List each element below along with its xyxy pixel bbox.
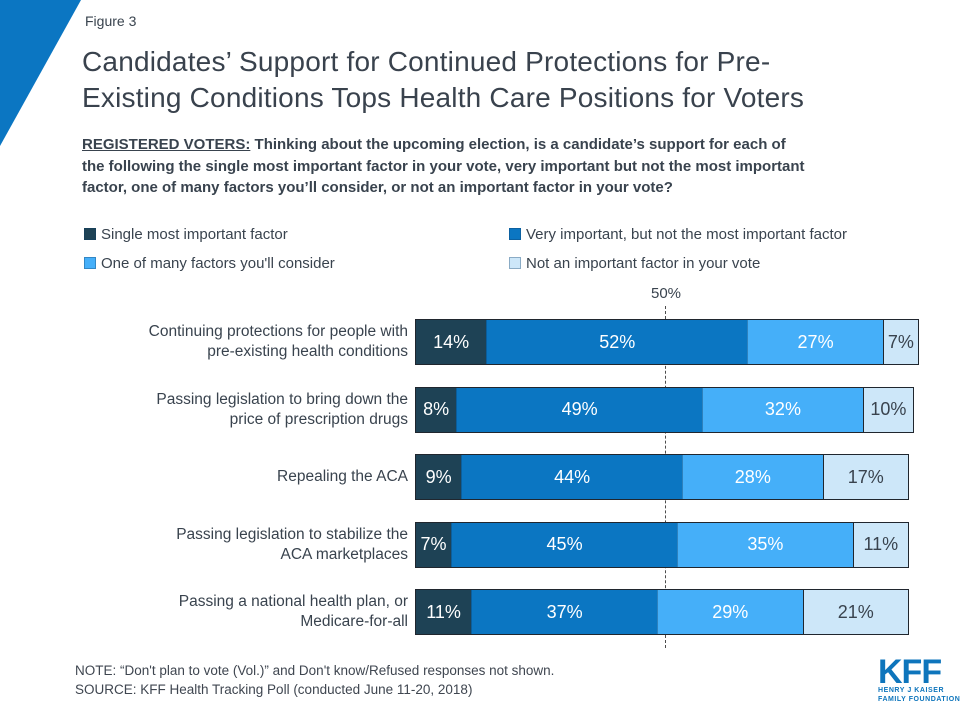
bar-segment: 11% <box>852 522 908 567</box>
bar-segment: 27% <box>747 320 883 364</box>
bar-segment-value: 11% <box>863 534 899 554</box>
legend-label: Single most important factor <box>101 225 288 243</box>
bar-segment-value: 7% <box>887 331 914 352</box>
legend-label: Very important, but not the most importa… <box>526 225 847 243</box>
bar-segment: 37% <box>471 590 657 634</box>
bar-segment: 29% <box>656 590 803 634</box>
survey-question: REGISTERED VOTERS: Thinking about the up… <box>82 134 805 199</box>
bar-segment-value: 9% <box>425 466 452 487</box>
bar-segment-value: 35% <box>747 534 784 554</box>
stacked-bar: 9% 44% 28% 17% <box>415 454 909 500</box>
bar-segment: 52% <box>486 320 748 364</box>
subtitle-line-1: REGISTERED VOTERS: Thinking about the up… <box>82 134 805 156</box>
bar-segment: 14% <box>416 320 487 364</box>
corner-triangle-decoration <box>0 0 81 146</box>
subtitle-line-3: factor, one of many factors you’ll consi… <box>82 179 673 196</box>
legend-swatch-icon <box>509 228 521 240</box>
bar-segment: 28% <box>682 455 823 499</box>
bar-segment-value: 28% <box>734 466 771 487</box>
legend-swatch-icon <box>84 257 96 269</box>
bar-segment-value: 14% <box>433 331 470 352</box>
bar-segment: 10% <box>862 387 913 432</box>
bar-segment-value: 45% <box>546 534 583 554</box>
subtitle-line-1-text: Thinking about the upcoming election, is… <box>254 136 786 153</box>
category-label: Passing legislation to bring down the pri… <box>60 387 408 433</box>
category-label: Passing a national health plan, or Medica… <box>60 589 408 635</box>
bar-segment-value: 29% <box>712 601 749 622</box>
page-title: Candidates’ Support for Continued Protec… <box>82 44 804 116</box>
legend-swatch-icon <box>509 257 521 269</box>
bar-segment: 17% <box>822 455 908 499</box>
bar-segment-value: 7% <box>420 534 447 554</box>
legend-label: Not an important factor in your vote <box>526 254 761 272</box>
bar-segment: 32% <box>702 387 863 432</box>
category-label-line: ACA marketplaces <box>280 545 409 563</box>
kff-logo-tagline-2: FAMILY FOUNDATION <box>878 695 960 703</box>
bar-segment-value: 17% <box>847 466 884 487</box>
bar-segment-value: 10% <box>870 399 907 419</box>
category-label-line: pre-existing health conditions <box>207 343 408 360</box>
bar-segment-value: 44% <box>554 466 591 487</box>
stacked-bar: 14% 52% 27% 7% <box>415 319 919 365</box>
footer-note: NOTE: “Don't plan to vote (Vol.)” and Do… <box>75 663 555 678</box>
bar-segment-value: 32% <box>764 399 801 419</box>
figure-label: Figure 3 <box>85 13 137 29</box>
category-label-line: Passing legislation to bring down the <box>156 390 408 408</box>
bar-segment: 44% <box>461 455 683 499</box>
legend-label: One of many factors you'll consider <box>101 254 335 272</box>
bar-segment: 8% <box>416 387 457 432</box>
category-label: Repealing the ACA <box>60 454 408 500</box>
footer: NOTE: “Don't plan to vote (Vol.)” and Do… <box>75 662 554 699</box>
legend-item: One of many factors you'll consider <box>84 254 335 272</box>
bar-segment-value: 8% <box>423 399 450 419</box>
category-label: Continuing protections for people with pr… <box>60 319 408 365</box>
title-line-1: Candidates’ Support for Continued Protec… <box>82 46 771 77</box>
kff-logo-text: KFF <box>878 653 942 691</box>
category-label: Passing legislation to stabilize the ACA … <box>60 522 408 568</box>
legend-item: Very important, but not the most importa… <box>509 225 847 243</box>
footer-source: SOURCE: KFF Health Tracking Poll (conduc… <box>75 681 473 697</box>
legend-item: Single most important factor <box>84 225 288 243</box>
bar-segment: 21% <box>802 590 908 634</box>
bar-segment: 7% <box>882 320 918 364</box>
legend-swatch-icon <box>84 228 96 240</box>
bar-segment-value: 52% <box>599 331 636 352</box>
bar-segment: 11% <box>416 590 472 634</box>
category-label-line: Continuing protections for people with <box>148 323 408 340</box>
legend-item: Not an important factor in your vote <box>509 254 761 272</box>
stacked-bar: 8% 49% 32% 10% <box>415 386 914 433</box>
bar-segment: 35% <box>677 522 853 567</box>
registered-voters-label: REGISTERED VOTERS: <box>82 136 251 153</box>
gridline-label: 50% <box>650 285 682 302</box>
subtitle-line-2: the following the single most important … <box>82 157 805 175</box>
title-line-2: Existing Conditions Tops Health Care Pos… <box>82 82 805 113</box>
bar-segment: 7% <box>416 522 452 567</box>
bar-segment: 9% <box>416 455 462 499</box>
bar-segment: 45% <box>451 522 678 567</box>
category-label-line: Repealing the ACA <box>277 468 408 485</box>
bar-segment-value: 37% <box>546 601 583 622</box>
kff-logo: KFF HENRY J KAISER FAMILY FOUNDATION <box>878 653 960 704</box>
category-label-line: Passing legislation to stabilize the <box>176 525 408 543</box>
bar-segment-value: 49% <box>561 399 598 419</box>
stacked-bar: 11% 37% 29% 21% <box>415 589 909 635</box>
category-label-line: Medicare-for-all <box>300 613 408 630</box>
kff-logo-tagline-1: HENRY J KAISER <box>878 687 945 694</box>
bar-segment: 49% <box>456 387 703 432</box>
category-label-line: Passing a national health plan, or <box>178 593 408 610</box>
stacked-bar: 7% 45% 35% 11% <box>415 521 909 568</box>
bar-segment-value: 27% <box>797 331 834 352</box>
category-label-line: price of prescription drugs <box>229 410 408 428</box>
bar-segment-value: 11% <box>426 601 461 622</box>
bar-segment-value: 21% <box>837 601 874 622</box>
